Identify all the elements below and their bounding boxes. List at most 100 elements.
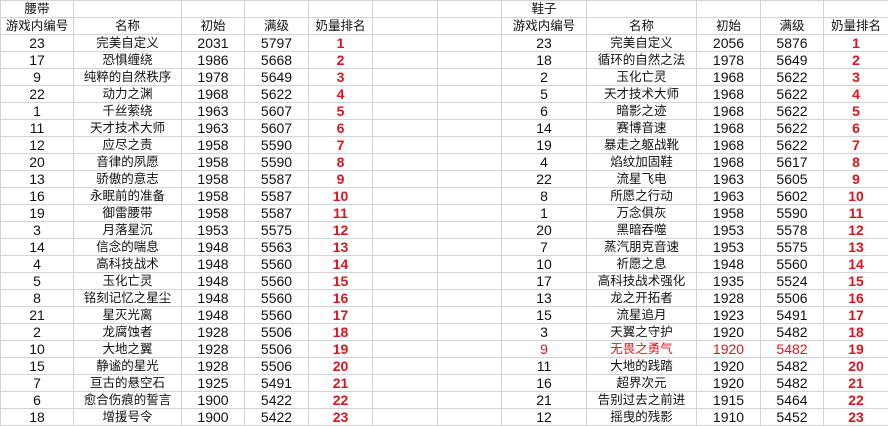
empty-cell[interactable] [437,68,502,86]
empty-cell[interactable] [372,85,438,103]
right-cell-name[interactable]: 暗影之迹 [586,102,697,120]
left-cell-id[interactable]: 13 [0,170,74,188]
empty-cell[interactable] [372,255,438,273]
empty-cell[interactable] [372,68,438,86]
right-cell-name[interactable]: 超界次元 [586,374,697,392]
left-cell-initial[interactable]: 1948 [181,306,245,324]
right-cell-id[interactable]: 21 [501,391,587,409]
empty-cell[interactable] [437,289,502,307]
right-cell-max[interactable]: 5622 [760,102,824,120]
left-cell-initial[interactable]: 1953 [181,221,245,239]
empty-cell[interactable] [372,119,438,137]
left-cell-id[interactable]: 9 [0,68,74,86]
left-cell-id[interactable]: 17 [0,51,74,69]
empty-cell[interactable] [437,357,502,375]
left-cell-rank[interactable]: 14 [308,255,373,273]
left-cell-id[interactable]: 14 [0,238,74,256]
right-cell-id[interactable]: 2 [501,68,587,86]
right-cell-max[interactable]: 5524 [760,272,824,290]
right-cell-rank[interactable]: 22 [823,391,888,409]
left-cell-name[interactable]: 增援号令 [73,408,182,426]
header-max[interactable]: 满级 [760,17,824,35]
right-cell-id[interactable]: 13 [501,289,587,307]
left-cell-id[interactable]: 18 [0,408,74,426]
right-cell-initial[interactable]: 1968 [696,153,761,171]
left-cell-name[interactable]: 月落星沉 [73,221,182,239]
left-cell-name[interactable]: 信念的喘息 [73,238,182,256]
right-table-title[interactable]: 鞋子 [501,0,587,18]
empty-cell[interactable] [437,119,502,137]
empty-cell[interactable] [437,238,502,256]
right-cell-name[interactable]: 循环的自然之法 [586,51,697,69]
left-cell-rank[interactable]: 18 [308,323,373,341]
right-cell-name[interactable]: 祈愿之息 [586,255,697,273]
left-cell-id[interactable]: 23 [0,34,74,52]
right-cell-rank[interactable]: 18 [823,323,888,341]
left-cell-max[interactable]: 5797 [244,34,309,52]
empty-cell[interactable] [372,153,438,171]
left-cell-rank[interactable]: 3 [308,68,373,86]
right-cell-initial[interactable]: 1923 [696,306,761,324]
right-cell-id[interactable]: 9 [501,340,587,358]
left-cell-name[interactable]: 天才技术大师 [73,119,182,137]
right-cell-max[interactable]: 5575 [760,238,824,256]
right-cell-max[interactable]: 5578 [760,221,824,239]
left-cell-rank[interactable]: 16 [308,289,373,307]
left-cell-max[interactable]: 5560 [244,306,309,324]
right-cell-rank[interactable]: 13 [823,238,888,256]
left-cell-name[interactable]: 千丝萦绕 [73,102,182,120]
empty-cell[interactable] [437,221,502,239]
left-cell-max[interactable]: 5560 [244,272,309,290]
left-cell-name[interactable]: 恐惧缠绕 [73,51,182,69]
left-cell-rank[interactable]: 4 [308,85,373,103]
header-initial[interactable]: 初始 [696,17,761,35]
left-cell-name[interactable]: 音律的夙愿 [73,153,182,171]
right-cell-name[interactable]: 万念俱灰 [586,204,697,222]
right-cell-name[interactable]: 龙之开拓者 [586,289,697,307]
left-cell-id[interactable]: 10 [0,340,74,358]
right-cell-id[interactable]: 10 [501,255,587,273]
left-cell-max[interactable]: 5607 [244,102,309,120]
empty-cell[interactable] [437,51,502,69]
left-cell-id[interactable]: 1 [0,102,74,120]
left-cell-id[interactable]: 12 [0,136,74,154]
left-cell-rank[interactable]: 13 [308,238,373,256]
empty-cell[interactable] [437,408,502,426]
right-cell-id[interactable]: 11 [501,357,587,375]
right-cell-id[interactable]: 3 [501,323,587,341]
right-cell-max[interactable]: 5617 [760,153,824,171]
right-cell-max[interactable]: 5491 [760,306,824,324]
right-cell-initial[interactable]: 1958 [696,204,761,222]
right-cell-initial[interactable]: 1963 [696,187,761,205]
header-rank[interactable]: 奶量排名 [308,17,373,35]
left-cell-rank[interactable]: 17 [308,306,373,324]
right-cell-name[interactable]: 天翼之守护 [586,323,697,341]
right-cell-initial[interactable]: 1978 [696,51,761,69]
empty-cell[interactable] [372,51,438,69]
left-cell-id[interactable]: 21 [0,306,74,324]
left-cell-name[interactable]: 亘古的悬空石 [73,374,182,392]
left-cell-name[interactable]: 铭刻记忆之星尘 [73,289,182,307]
empty-cell[interactable] [372,102,438,120]
left-cell-name[interactable]: 永眠前的准备 [73,187,182,205]
left-cell-max[interactable]: 5587 [244,187,309,205]
right-cell-max[interactable]: 5602 [760,187,824,205]
left-cell-initial[interactable]: 1958 [181,187,245,205]
left-cell-initial[interactable]: 1948 [181,255,245,273]
right-cell-initial[interactable]: 2056 [696,34,761,52]
right-cell-max[interactable]: 5622 [760,68,824,86]
right-cell-max[interactable]: 5590 [760,204,824,222]
empty-cell[interactable] [372,357,438,375]
header-name[interactable]: 名称 [73,17,182,35]
left-cell-id[interactable]: 22 [0,85,74,103]
right-cell-rank[interactable]: 16 [823,289,888,307]
right-cell-id[interactable]: 4 [501,153,587,171]
left-cell-id[interactable]: 8 [0,289,74,307]
left-cell-max[interactable]: 5622 [244,85,309,103]
left-cell-max[interactable]: 5575 [244,221,309,239]
right-cell-name[interactable]: 蒸汽朋克音速 [586,238,697,256]
left-cell-name[interactable]: 应尽之责 [73,136,182,154]
right-cell-name[interactable]: 流星追月 [586,306,697,324]
left-cell-initial[interactable]: 1900 [181,391,245,409]
right-cell-initial[interactable]: 1920 [696,340,761,358]
